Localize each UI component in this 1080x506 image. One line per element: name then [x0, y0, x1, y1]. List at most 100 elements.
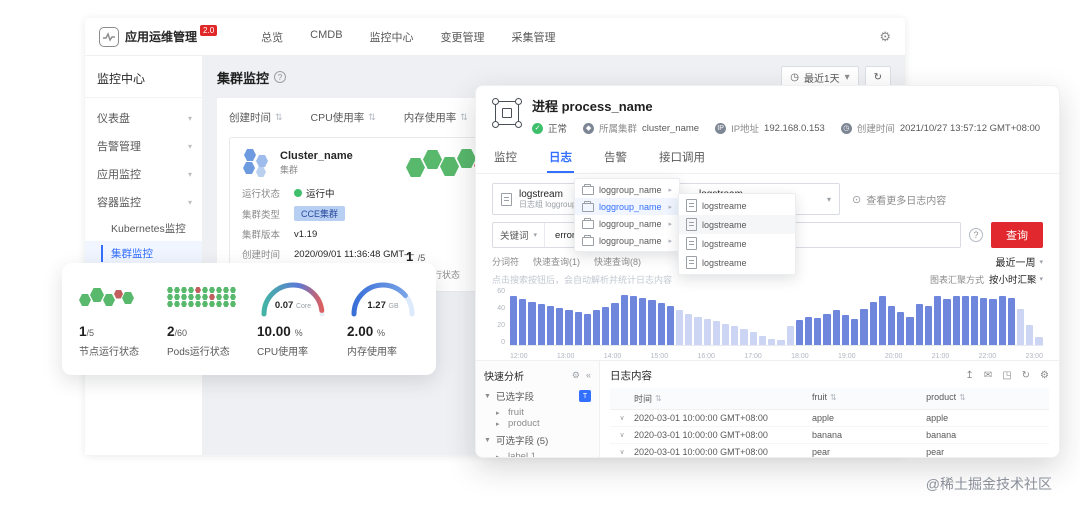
expand-chevron-icon[interactable]: ∨ [619, 415, 625, 422]
histogram-bar [878, 295, 886, 345]
histogram-bar [685, 313, 693, 345]
circle-icon: ⊙ [852, 193, 862, 206]
process-tab-告警[interactable]: 告警 [604, 152, 627, 164]
refresh-icon[interactable]: ↻ [1021, 370, 1031, 381]
settings-icon[interactable]: ⚙ [571, 370, 580, 380]
app-nav-item[interactable]: 总览 [261, 31, 284, 44]
logstream-menu-item[interactable]: logstreame [679, 196, 795, 215]
process-tabs: 监控 日志 告警 接口调用 [476, 143, 1059, 174]
gear-icon[interactable]: ⚙ [879, 28, 891, 44]
loggroup-menu-item[interactable]: loggroup_name ▸ [575, 181, 679, 198]
pods-hex-grid [167, 287, 239, 307]
field-item[interactable]: ▸ label 1 [484, 451, 591, 457]
node-hex-icons [79, 275, 149, 319]
loggroup-menu-item[interactable]: loggroup_name ▸ [575, 232, 679, 249]
histogram-bar [749, 332, 757, 345]
optional-fields-group[interactable]: ▼ 可选字段 (5) [484, 436, 549, 447]
histogram-bar [786, 326, 794, 345]
sort-icon[interactable]: ⇅ [829, 393, 837, 402]
ip-badge-icon: IP [715, 122, 727, 134]
histogram-bar [611, 302, 619, 345]
sidebar-item[interactable]: 告警管理 ▾ [97, 141, 192, 153]
app-nav-item[interactable]: CMDB [310, 28, 343, 41]
sort-icon[interactable]: ⇅ [959, 393, 966, 402]
sidebar-item[interactable]: 应用监控 ▾ [97, 169, 192, 181]
process-tab-日志[interactable]: 日志 [547, 143, 574, 173]
histogram-bar [574, 312, 582, 345]
log-table-row[interactable]: ∨ 2020-03-01 10:00:00 GMT+08:00 pear pear [610, 444, 1049, 457]
log-content-title: 日志内容 [610, 370, 652, 382]
expand-chevron-icon[interactable]: ∨ [619, 449, 625, 456]
settings-icon[interactable]: ⚙ [1040, 370, 1049, 381]
sidebar-subitem[interactable]: 集群监控 [85, 241, 202, 266]
chevron-down-icon: ▾ [533, 232, 538, 239]
sort-option[interactable]: 创建时间 ⇅ [229, 112, 283, 124]
log-table-row[interactable]: ∨ 2020-03-01 10:00:00 GMT+08:00 apple app… [610, 410, 1049, 427]
log-histogram: 60 40 20 0 12:00 13:00 14:00 15:00 16:00 17:00 18… [492, 288, 1043, 360]
histogram-bar [906, 316, 914, 345]
selected-field-item[interactable]: ▸ fruit [496, 407, 524, 418]
cluster-name: Cluster_name [280, 150, 353, 162]
sidebar-item[interactable]: 容器监控 ▾ [97, 197, 192, 209]
selected-fields-group[interactable]: ▼ 已选字段 T [484, 389, 591, 403]
histogram-bar [758, 335, 767, 345]
process-title: 进程 process_name [532, 99, 653, 114]
help-icon[interactable]: ? [274, 71, 287, 83]
histogram-bar [722, 323, 730, 345]
cluster-field: 集群版本 v1.19 [242, 228, 318, 242]
memory-gauge: 1.27 GB [347, 276, 419, 318]
expand-chevron-icon[interactable]: ∨ [619, 432, 625, 439]
node-stat-value: 1 [406, 249, 414, 264]
log-table-row[interactable]: ∨ 2020-03-01 10:00:00 GMT+08:00 banana ba… [610, 427, 1049, 444]
loggroup-menu-item[interactable]: loggroup_name ▸ [575, 215, 679, 232]
histogram-bar [805, 316, 813, 345]
quick-filter-link[interactable]: 分词符 [492, 257, 520, 267]
process-tab-接口调用[interactable]: 接口调用 [659, 152, 705, 164]
search-button[interactable]: 查询 [991, 222, 1043, 248]
quick-filter-link[interactable]: 快速查询(8) [594, 257, 642, 267]
clock-icon: ◷ [790, 71, 800, 83]
quick-analysis-title: 快速分析 [484, 372, 524, 383]
sort-option[interactable]: 内存使用率 ⇅ [403, 112, 468, 124]
histogram-bar [510, 296, 518, 345]
sidebar-subitem[interactable]: Kubernetes监控 [111, 223, 186, 235]
histogram-bar [768, 338, 776, 345]
histogram-bar [648, 300, 656, 345]
histogram-bar [924, 305, 933, 345]
histogram-bar [970, 296, 979, 345]
histogram-bar [795, 319, 803, 345]
agg-mode-label: 图表汇聚方式 [929, 274, 984, 285]
histogram-bar [1035, 337, 1043, 345]
app-logo-icon [99, 26, 119, 47]
field-badge-icon: T [579, 390, 591, 402]
logstream-menu-item[interactable]: logstreame [679, 234, 795, 253]
search-help-icon[interactable]: ? [969, 228, 983, 242]
logstream-menu-item[interactable]: logstreame [679, 253, 795, 272]
quick-filter-link[interactable]: 快速查询(1) [533, 257, 581, 267]
metrics-summary-card: 1/5 节点运行状态 2/60 Pods运行状态 0.07 Core 10.00… [62, 263, 436, 375]
app-nav-item[interactable]: 监控中心 [369, 31, 414, 44]
log-time-range-select[interactable]: 最近一周 ▾ [995, 258, 1043, 269]
app-nav-item[interactable]: 变更管理 [440, 31, 485, 44]
fullscreen-icon[interactable]: ◳ [1002, 370, 1012, 381]
message-icon[interactable]: ✉ [983, 370, 993, 381]
agg-mode-select[interactable]: 按小时汇聚 ▾ [988, 275, 1043, 286]
selected-field-item[interactable]: ▸ product [496, 418, 540, 429]
loggroup-menu-item[interactable]: loggroup_name ▸ [575, 198, 679, 215]
histogram-bar [887, 305, 896, 345]
app-nav-item[interactable]: 采集管理 [511, 31, 556, 44]
log-table-header: 时间 ⇅ fruit ⇅ product ⇅ [610, 388, 1049, 410]
keyword-value[interactable]: error [555, 229, 576, 241]
keyword-field-select[interactable]: 关键词 ▾ [493, 223, 546, 247]
sidebar-item[interactable]: 仪表盘 ▾ [97, 113, 192, 125]
refresh-button[interactable]: ↻ [864, 66, 891, 88]
export-icon[interactable]: ↥ [965, 370, 974, 381]
process-tab-监控[interactable]: 监控 [494, 152, 517, 164]
histogram-bar [952, 295, 960, 345]
sort-icon[interactable]: ⇅ [655, 394, 662, 403]
view-more-logs-link[interactable]: ⊙ 查看更多日志内容 [852, 193, 947, 207]
process-ip: IP IP地址 192.168.0.153 [715, 121, 825, 135]
logstream-menu-item[interactable]: logstreame [679, 215, 795, 234]
collapse-icon[interactable]: « [585, 370, 591, 380]
sort-option[interactable]: CPU使用率 ⇅ [310, 112, 376, 124]
